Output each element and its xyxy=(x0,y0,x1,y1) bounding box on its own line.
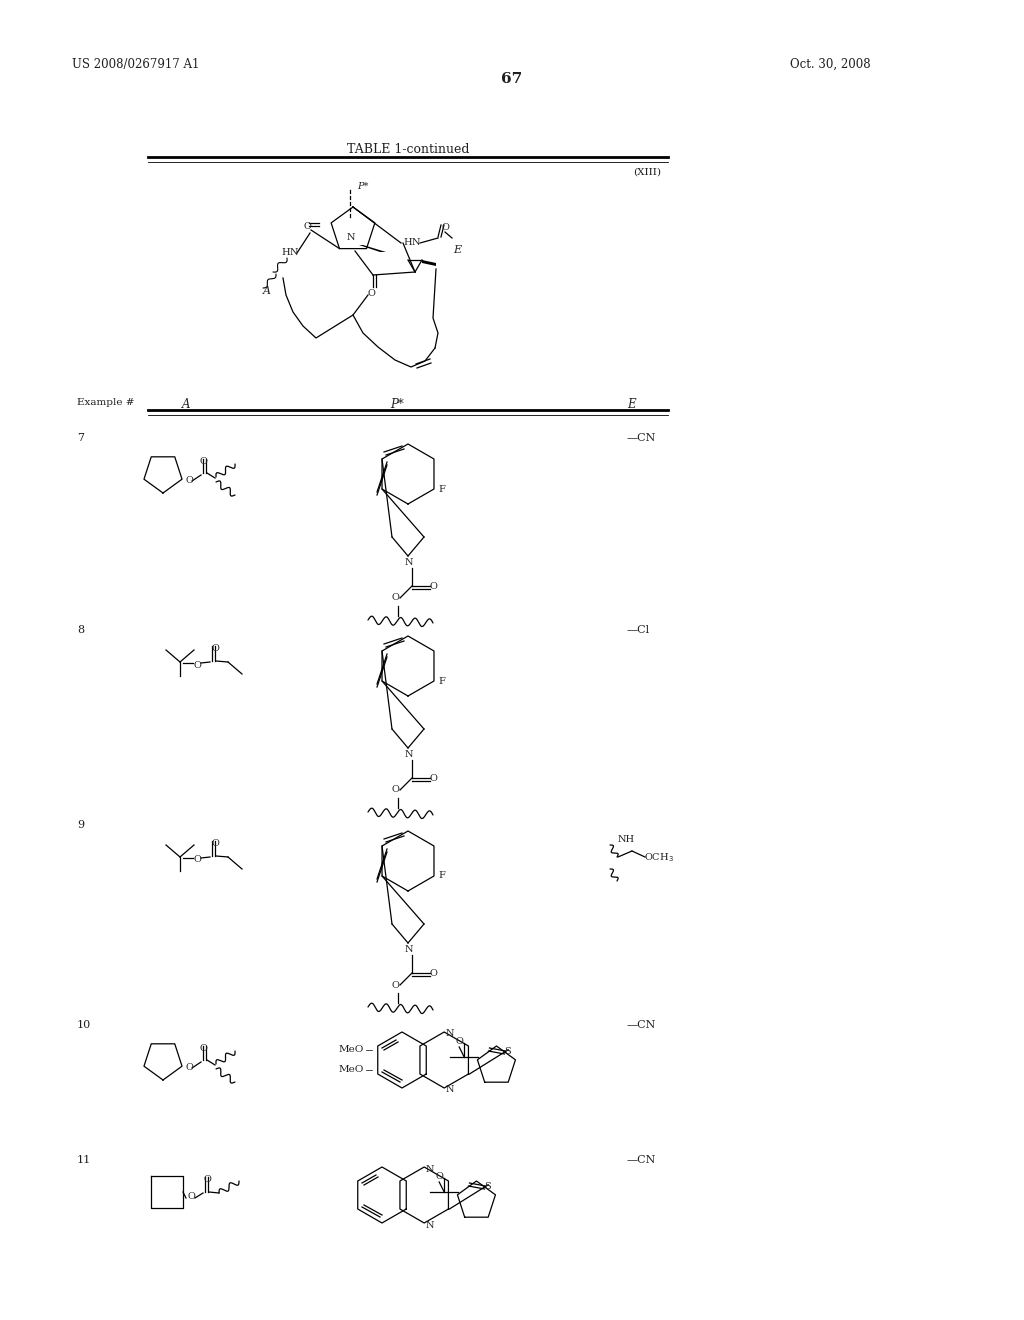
Text: NH: NH xyxy=(618,836,635,843)
Text: E: E xyxy=(627,399,636,411)
Text: O: O xyxy=(430,969,438,978)
Text: US 2008/0267917 A1: US 2008/0267917 A1 xyxy=(72,58,200,71)
Text: N: N xyxy=(290,248,299,257)
Text: O: O xyxy=(392,594,400,602)
Text: N: N xyxy=(445,1030,454,1039)
Text: A: A xyxy=(263,286,271,296)
Text: 7: 7 xyxy=(77,433,84,444)
Text: N: N xyxy=(445,1085,454,1094)
Text: —CN: —CN xyxy=(627,1020,656,1030)
Text: O: O xyxy=(194,855,202,865)
Text: F: F xyxy=(438,676,444,685)
Text: OCH$_3$: OCH$_3$ xyxy=(644,851,674,863)
Text: TABLE 1-continued: TABLE 1-continued xyxy=(347,143,469,156)
Text: N: N xyxy=(425,1221,434,1229)
Text: O: O xyxy=(200,457,208,466)
Text: MeO: MeO xyxy=(339,1045,365,1055)
Text: O: O xyxy=(392,981,400,990)
Text: O: O xyxy=(430,774,438,783)
Text: 67: 67 xyxy=(502,73,522,86)
Text: 8: 8 xyxy=(77,624,84,635)
Text: O: O xyxy=(187,1192,195,1201)
Text: —Cl: —Cl xyxy=(627,624,650,635)
Polygon shape xyxy=(359,246,386,252)
Text: O: O xyxy=(185,477,193,484)
Text: Example #: Example # xyxy=(77,399,134,407)
Text: O: O xyxy=(211,840,219,847)
Text: S: S xyxy=(504,1047,511,1056)
Text: E: E xyxy=(453,246,461,255)
Text: F: F xyxy=(438,484,444,494)
Text: 10: 10 xyxy=(77,1020,91,1030)
Text: O: O xyxy=(430,582,438,591)
Text: S: S xyxy=(484,1181,490,1191)
Text: Oct. 30, 2008: Oct. 30, 2008 xyxy=(790,58,870,71)
Text: P*: P* xyxy=(390,399,403,411)
Text: —CN: —CN xyxy=(627,1155,656,1166)
Text: N: N xyxy=(425,1164,434,1173)
Text: N: N xyxy=(347,234,355,243)
Text: O: O xyxy=(303,222,311,231)
Text: O: O xyxy=(194,660,202,669)
Text: O: O xyxy=(456,1038,463,1045)
Text: O: O xyxy=(185,1063,193,1072)
Text: MeO: MeO xyxy=(339,1065,365,1074)
Polygon shape xyxy=(422,260,436,267)
Text: N: N xyxy=(406,750,414,759)
Text: N: N xyxy=(406,558,414,568)
Text: O: O xyxy=(211,644,219,653)
Text: 9: 9 xyxy=(77,820,84,830)
Text: 11: 11 xyxy=(77,1155,91,1166)
Text: F: F xyxy=(438,871,444,880)
Text: O: O xyxy=(368,289,376,298)
Text: N: N xyxy=(406,945,414,954)
Text: O: O xyxy=(203,1175,211,1184)
Text: A: A xyxy=(182,399,190,411)
Text: (XIII): (XIII) xyxy=(633,168,662,177)
Text: O: O xyxy=(200,1044,208,1053)
Text: P*: P* xyxy=(357,182,369,191)
Text: O: O xyxy=(392,785,400,795)
Text: H: H xyxy=(281,248,290,257)
Text: O: O xyxy=(435,1172,443,1181)
Text: —CN: —CN xyxy=(627,433,656,444)
Text: N: N xyxy=(412,238,421,247)
Text: H: H xyxy=(403,238,412,247)
Text: O: O xyxy=(441,223,449,232)
